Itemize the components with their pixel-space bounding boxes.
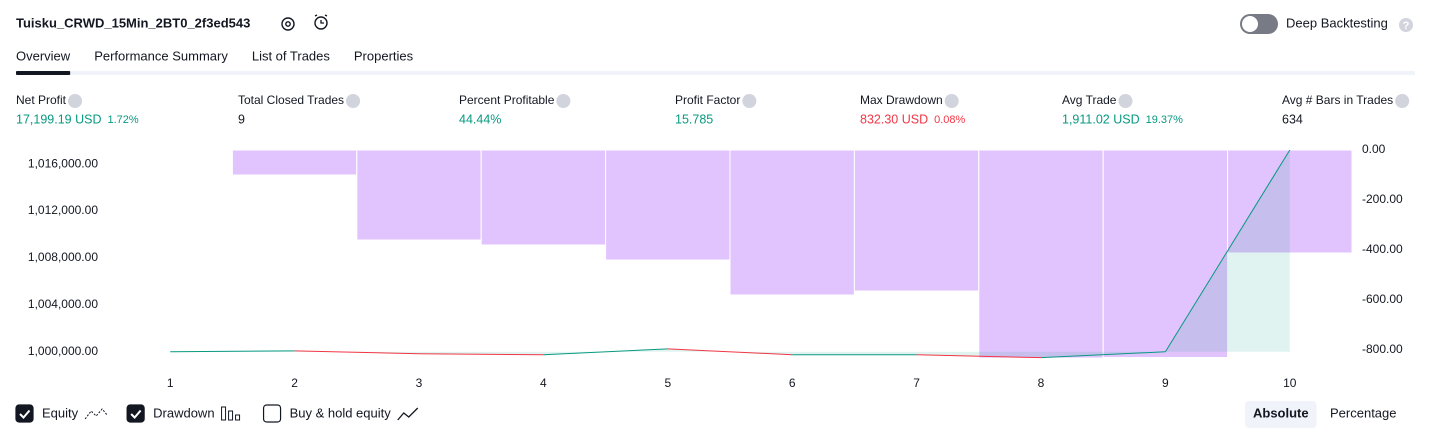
alert-icon[interactable] — [314, 14, 328, 30]
equity-line-segment — [667, 348, 793, 356]
x-tick-label: 3 — [416, 376, 423, 390]
tab[interactable]: Overview — [16, 48, 71, 63]
drawdown-bar — [356, 149, 482, 241]
x-tick-label: 9 — [1162, 376, 1169, 390]
y-tick-label: 1,016,000.00 — [28, 156, 98, 170]
x-tick-label: 2 — [291, 376, 298, 390]
x-tick-label: 5 — [664, 376, 671, 390]
x-tick-label: 10 — [1283, 376, 1297, 390]
drawdown-bar — [107, 149, 233, 152]
drawdown-bar — [605, 149, 731, 261]
deep-backtesting-toggle[interactable] — [1240, 14, 1278, 34]
y2-tick-label: -600.00 — [1362, 292, 1403, 306]
equity-line-segment — [916, 354, 1042, 359]
tab[interactable]: List of Trades — [252, 48, 331, 63]
drawdown-icon — [221, 406, 241, 421]
tab[interactable]: Properties — [354, 48, 414, 63]
metric-label: Percent Profitable — [459, 93, 555, 107]
deep-backtesting-label: Deep Backtesting — [1286, 15, 1388, 30]
metric-value: 634 — [1282, 112, 1303, 126]
x-tick-label: 6 — [789, 376, 796, 390]
checkbox[interactable] — [15, 404, 34, 423]
metric-label: Max Drawdown — [860, 93, 943, 107]
equity-area — [170, 150, 1290, 358]
legend-label: Drawdown — [153, 405, 214, 420]
info-icon[interactable] — [556, 94, 571, 108]
equity-line-segment — [170, 350, 295, 353]
buy-hold-icon — [397, 407, 419, 421]
tab-underline — [16, 71, 71, 75]
x-tick-label: 4 — [540, 376, 547, 390]
y2-tick-label: -200.00 — [1362, 192, 1403, 206]
svg-text:?: ? — [1403, 20, 1410, 32]
info-icon[interactable] — [1395, 94, 1410, 108]
mode-active-bg — [1245, 401, 1317, 428]
metric-percent: 19.37% — [1146, 114, 1184, 126]
y2-tick-label: -400.00 — [1362, 242, 1403, 256]
tab[interactable]: Performance Summary — [94, 48, 228, 63]
drawdown-bar — [1227, 149, 1353, 254]
drawdown-bar — [1102, 149, 1229, 358]
checkmark — [19, 409, 31, 419]
metric-value: 832.30 USD — [860, 112, 928, 126]
checkmark — [130, 409, 142, 419]
metric-value: 9 — [238, 112, 245, 126]
settings-icon[interactable] — [281, 17, 295, 31]
drawdown-bar — [853, 149, 980, 292]
x-tick-label: 8 — [1038, 376, 1045, 390]
drawdown-bar — [231, 149, 358, 176]
info-icon[interactable] — [346, 94, 361, 108]
equity-line-segment — [543, 348, 668, 356]
x-tick-label: 1 — [167, 376, 174, 390]
checkbox[interactable] — [126, 404, 145, 423]
drawdown-bar — [480, 149, 607, 246]
metric-label: Avg # Bars in Trades — [1282, 93, 1393, 107]
strategy-title: Tuisku_CRWD_15Min_2BT0_2f3ed543 — [16, 15, 250, 30]
metric-percent: 1.72% — [107, 114, 138, 126]
x-tick-label: 7 — [913, 376, 920, 390]
y-tick-label: 1,008,000.00 — [28, 250, 98, 264]
info-icon[interactable] — [742, 94, 757, 108]
metric-value: 15.785 — [675, 112, 713, 126]
y2-tick-label: -800.00 — [1362, 342, 1403, 356]
metric-label: Total Closed Trades — [238, 93, 344, 107]
info-icon[interactable] — [944, 94, 959, 108]
y2-tick-label: 0.00 — [1362, 142, 1386, 156]
metric-label: Net Profit — [16, 93, 67, 107]
drawdown-bar — [978, 149, 1104, 359]
legend-label: Equity — [42, 405, 79, 420]
equity-line-segment — [1040, 351, 1166, 359]
mode-button[interactable]: Percentage — [1330, 405, 1397, 420]
help-icon[interactable]: ? — [1399, 18, 1413, 32]
equity-line-segment — [1164, 149, 1291, 353]
info-icon[interactable] — [1118, 94, 1133, 108]
checkbox[interactable] — [262, 404, 282, 423]
tab-separator — [16, 71, 1415, 75]
legend-label: Buy & hold equity — [290, 405, 392, 420]
mode-button[interactable]: Absolute — [1253, 405, 1309, 420]
drawdown-bar — [729, 149, 855, 296]
metric-value: 17,199.19 USD — [16, 112, 101, 126]
equity-icon — [84, 408, 108, 420]
equity-line-segment — [418, 353, 544, 356]
metric-label: Avg Trade — [1062, 93, 1117, 107]
y-tick-label: 1,012,000.00 — [28, 203, 98, 217]
metric-value: 1,911.02 USD — [1062, 112, 1140, 126]
metric-label: Profit Factor — [675, 93, 740, 107]
metric-value: 44.44% — [459, 112, 501, 126]
y-tick-label: 1,000,000.00 — [28, 344, 98, 358]
y-tick-label: 1,004,000.00 — [28, 297, 98, 311]
metric-percent: 0.08% — [934, 114, 965, 126]
equity-line-segment — [294, 350, 420, 355]
info-icon[interactable] — [68, 94, 83, 108]
